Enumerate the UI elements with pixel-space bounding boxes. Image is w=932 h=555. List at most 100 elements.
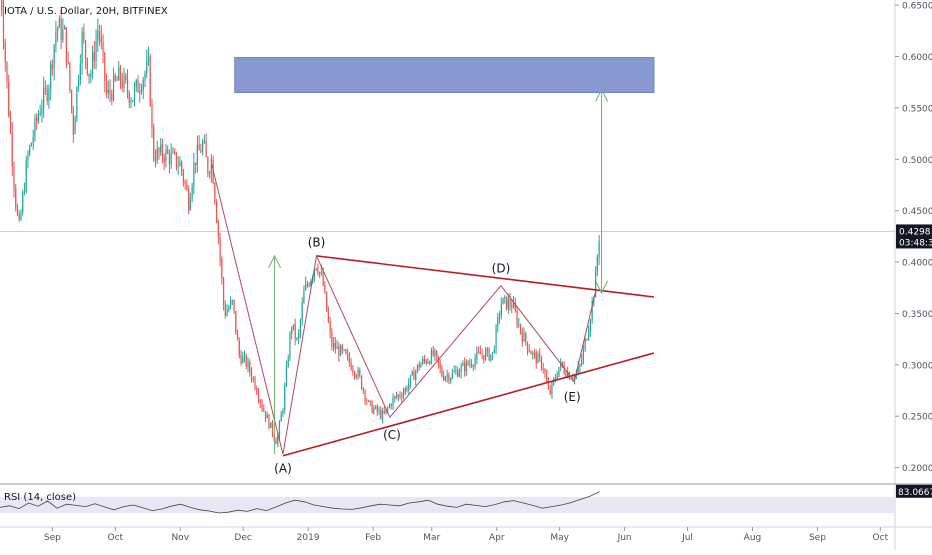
candle-body [366,400,368,402]
candle-body [133,87,136,101]
candle-body [371,401,373,413]
candle-body [376,406,378,412]
candle-body [65,27,67,62]
candle-body [537,353,539,364]
candle-body [523,332,525,342]
candle-body [577,366,579,375]
x-tick-label: Aug [744,533,762,543]
candle-body [516,310,518,325]
candle-body [563,366,565,374]
candle-body [186,184,188,190]
candle-body [369,400,371,402]
candle-body [491,352,494,355]
wave-path [211,164,596,455]
candle-body [15,188,17,207]
candle-body [448,374,450,381]
candle-body [339,345,342,356]
candle-body [245,355,247,367]
candle-body [532,352,534,355]
candle-body [128,92,130,103]
candle-body [163,157,165,162]
candle-body [364,390,366,401]
candle-body [535,352,537,364]
candle-body [270,422,272,428]
candle-body [184,181,186,185]
candle-body [147,56,150,61]
candle-body [160,144,162,153]
candle-body [25,160,27,192]
candle-body [305,284,307,291]
candle-body [20,212,22,220]
candle-body [418,364,420,368]
candle-body [458,372,460,377]
candle-body [439,363,441,368]
candle-body [484,351,487,360]
wave-label: (D) [492,261,511,275]
candle-body [91,52,94,75]
candle-body [60,18,62,41]
candle-body [257,393,260,401]
candle-body [359,369,361,377]
candle-body [236,331,239,341]
candle-body [493,349,495,353]
candle-body [514,303,516,311]
candle-body [505,296,508,310]
candle-body [205,140,207,158]
candle-body [280,414,282,422]
candle-body [457,370,459,377]
candle-body [495,326,497,350]
candle-body [46,88,48,102]
rsi-value: 83.0667 [898,488,932,498]
candle-body [441,367,443,377]
x-tick-label: Sep [809,533,826,543]
candle-body [109,89,111,94]
candle-body [567,372,569,377]
candle-body [34,117,36,137]
candle-body [388,404,391,408]
x-tick-label: Oct [107,533,123,543]
last-price-tag [896,224,932,249]
y-tick-label: 0.2500 [902,413,932,423]
candle-body [584,339,586,349]
candle-body [142,79,144,91]
candle-body [277,435,279,444]
candle-body [353,371,356,376]
candle-body [554,378,557,380]
candle-body [195,162,197,165]
candle-body [299,320,302,333]
candle-body [161,144,164,158]
candle-body [596,257,598,272]
wave-label: (B) [308,236,326,250]
candle-body [167,149,169,154]
candle-body [464,362,466,372]
candle-body [137,80,139,93]
candle-body [51,63,54,69]
candle-body [55,31,57,46]
candle-body [158,148,160,153]
candle-body [451,372,454,379]
candle-body [119,67,122,82]
candle-body [333,342,335,347]
candle-body [233,300,235,311]
candle-body [460,365,462,373]
candle-body [402,392,405,398]
y-tick-label: 0.4500 [902,207,932,217]
candle-body [247,361,249,367]
candle-body [217,222,219,238]
candle-body [8,82,10,117]
candle-body [355,375,357,377]
rsi-value-tag [896,484,932,498]
candle-body [193,162,195,186]
candle-body [434,350,436,356]
candle-body [81,31,83,64]
candle-body [76,87,78,118]
candle-body [551,382,553,394]
candle-body [558,367,560,377]
candle-body [374,406,377,409]
candle-body [226,310,228,316]
candle-body [174,151,176,153]
candle-body [453,371,455,373]
candle-body [320,272,323,274]
